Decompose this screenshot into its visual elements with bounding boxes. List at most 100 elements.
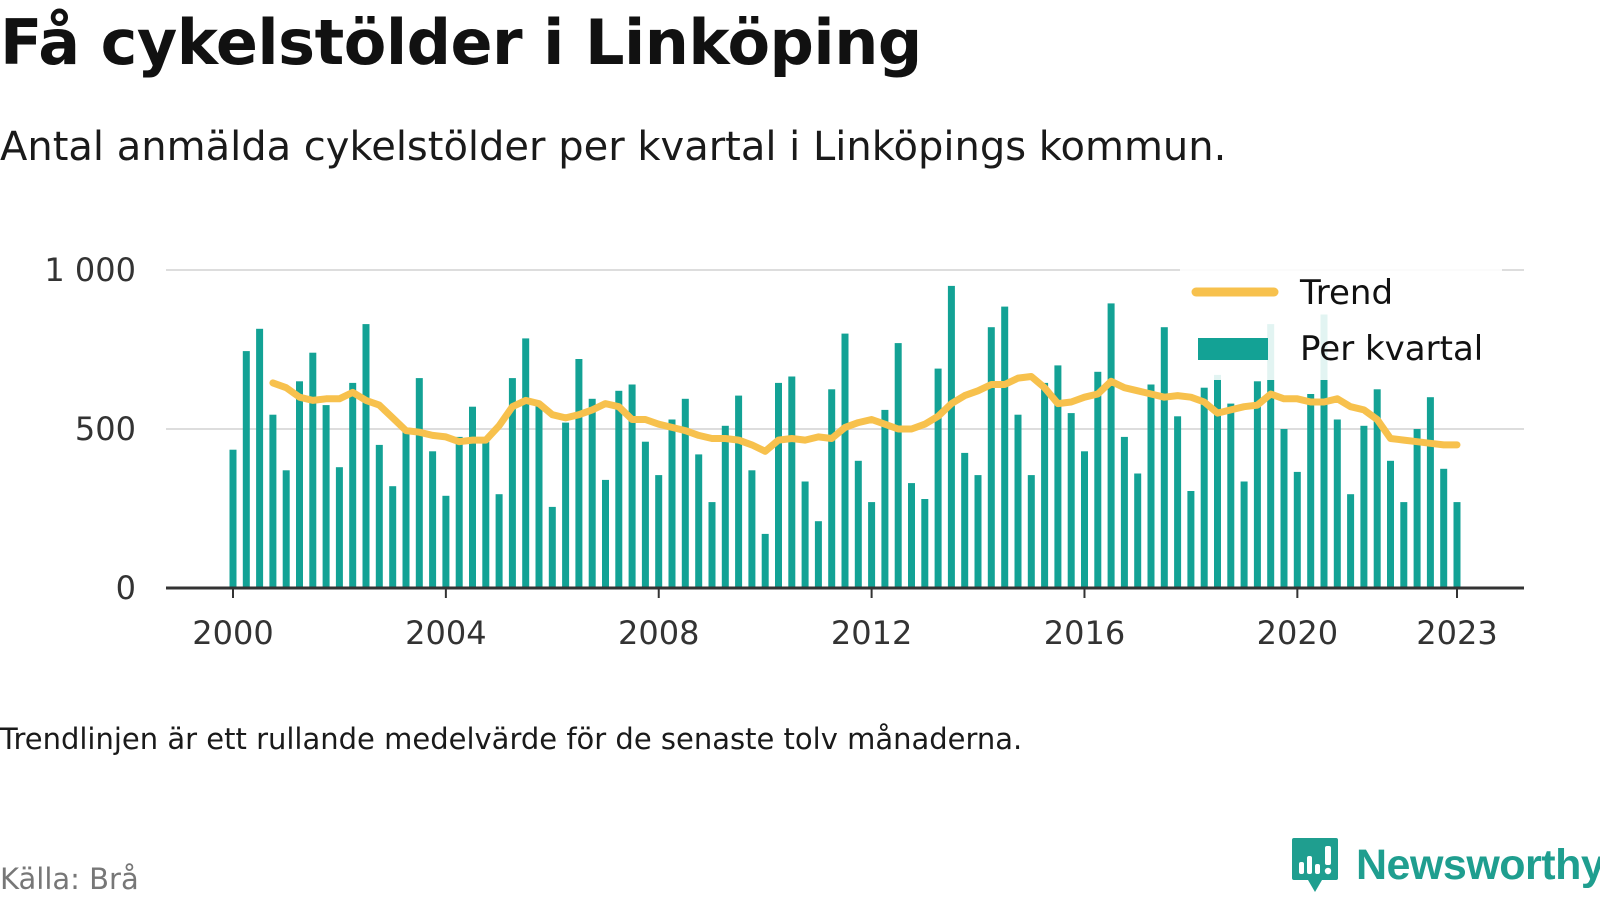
bar: [402, 430, 410, 588]
bar: [868, 502, 876, 588]
y-tick-label: 0: [116, 569, 136, 607]
bar: [828, 389, 836, 589]
bar: [548, 506, 556, 588]
brand-logo[interactable]: Newsworthy: [1290, 836, 1600, 894]
bar: [1280, 429, 1288, 588]
x-tick-label: 2012: [831, 614, 912, 652]
bar: [921, 499, 929, 588]
bar: [562, 422, 570, 588]
bar: [761, 533, 769, 588]
bar: [349, 382, 357, 588]
bar: [588, 398, 596, 588]
bar: [1081, 451, 1088, 588]
bar-line-chart: 0 500 1 000 2000 2004 2008 2012 2016 2020 2023 T…: [44, 251, 1524, 652]
bar: [1187, 491, 1195, 588]
bar: [242, 351, 250, 588]
bar: [1320, 314, 1328, 588]
bar: [854, 460, 862, 588]
bar: [1400, 502, 1408, 588]
bar: [495, 494, 503, 588]
bar: [1214, 374, 1221, 588]
bar: [309, 352, 317, 588]
bar: [961, 452, 969, 588]
y-tick-label: 500: [75, 410, 136, 448]
x-tick-label: 2020: [1257, 614, 1338, 652]
bar: [389, 486, 397, 588]
bar: [1253, 381, 1261, 588]
bar: [641, 441, 649, 588]
bar: [947, 285, 955, 588]
bar: [934, 368, 942, 588]
bar: [1014, 414, 1022, 588]
bar: [282, 470, 290, 588]
x-tick-label: 2000: [192, 614, 273, 652]
bar: [429, 451, 437, 588]
bar: [681, 398, 689, 588]
bar: [469, 406, 476, 588]
bar: [801, 481, 809, 588]
x-tick-label: 2023: [1416, 614, 1497, 652]
bar: [1200, 387, 1208, 588]
bar: [522, 338, 530, 588]
bar: [1240, 481, 1248, 588]
bar: [575, 359, 583, 588]
bar: [628, 384, 636, 588]
y-tick-label: 1 000: [44, 251, 136, 289]
bar: [894, 343, 902, 588]
bar: [668, 419, 676, 588]
bar: [1120, 436, 1128, 588]
legend: Trend Per kvartal: [1180, 268, 1502, 380]
axes: 2000 2004 2008 2012 2016 2020 2023: [166, 586, 1524, 652]
bar: [229, 449, 237, 588]
bar: [1107, 303, 1115, 588]
bar: [1426, 397, 1434, 588]
bar: [748, 470, 756, 588]
bar: [708, 502, 716, 588]
bar: [1413, 429, 1421, 588]
bar: [482, 441, 490, 588]
bar: [721, 425, 729, 588]
bar: [735, 395, 743, 588]
footnote: Trendlinjen är ett rullande medelvärde f…: [0, 722, 1023, 756]
bar: [322, 405, 330, 588]
bar: [1333, 419, 1341, 588]
bar: [455, 436, 463, 588]
bar: [775, 382, 782, 588]
legend-swatch-per-kvartal: [1198, 338, 1268, 360]
legend-label-trend: Trend: [1299, 273, 1393, 313]
bar: [881, 409, 889, 588]
bar: [841, 333, 849, 588]
bar: [1373, 389, 1381, 589]
x-tick-label: 2008: [618, 614, 699, 652]
bar: [814, 521, 822, 588]
bar: [1227, 403, 1235, 588]
source-text: Källa: Brå: [0, 862, 139, 896]
bar: [1174, 416, 1182, 588]
x-tick-label: 2016: [1044, 614, 1125, 652]
bar: [1160, 327, 1168, 588]
bar: [256, 328, 264, 588]
bar: [1147, 384, 1155, 588]
brand-name: Newsworthy: [1356, 840, 1600, 889]
bar: [908, 483, 915, 588]
bar: [974, 475, 982, 588]
bar: [296, 381, 303, 588]
chart-title: Få cykelstölder i Linköping: [0, 6, 922, 79]
bar: [1440, 468, 1448, 589]
bar: [269, 414, 277, 588]
bar: [1293, 471, 1301, 588]
bar: [1027, 475, 1035, 588]
chart-subtitle: Antal anmälda cykelstölder per kvartal i…: [0, 124, 1227, 170]
trend-line: [269, 373, 1461, 455]
bar: [375, 444, 383, 588]
newsworthy-chart-logo-icon: [1292, 838, 1338, 892]
bar: [1360, 425, 1368, 588]
bar: [1453, 502, 1461, 588]
bar: [335, 467, 343, 588]
line-series-trend: [269, 373, 1461, 455]
bar: [415, 378, 423, 588]
bar: [535, 403, 543, 588]
bar: [1387, 460, 1394, 588]
bar: [1067, 413, 1075, 588]
x-tick-label: 2004: [405, 614, 486, 652]
